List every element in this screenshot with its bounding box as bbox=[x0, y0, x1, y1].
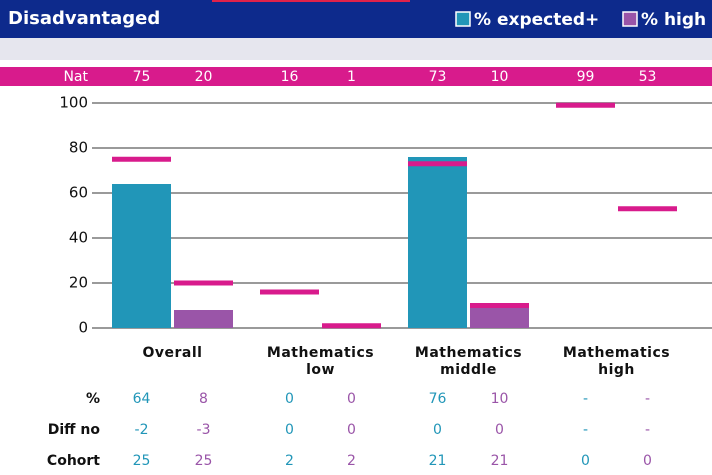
table-value: 2 bbox=[285, 453, 294, 469]
nat-value: 10 bbox=[491, 69, 509, 85]
y-tick-label: 60 bbox=[69, 184, 88, 202]
national-marker bbox=[408, 161, 467, 167]
legend-swatch bbox=[622, 11, 638, 27]
chart-title: Disadvantaged bbox=[8, 8, 160, 29]
table-value: 25 bbox=[133, 453, 151, 469]
table-value: 21 bbox=[491, 453, 509, 469]
x-tick-label: Mathematics middle bbox=[414, 345, 523, 378]
table-value: 10 bbox=[491, 391, 509, 407]
national-marker bbox=[174, 280, 233, 286]
table-value: 25 bbox=[195, 453, 213, 469]
nat-value: 16 bbox=[281, 69, 299, 85]
table-value: 64 bbox=[133, 391, 151, 407]
bar bbox=[470, 305, 529, 328]
table-value: - bbox=[645, 391, 650, 407]
y-tick-label: 40 bbox=[69, 229, 88, 247]
nat-value: 20 bbox=[195, 69, 213, 85]
table-value: - bbox=[583, 422, 588, 438]
y-tick-label: 100 bbox=[59, 94, 88, 112]
national-marker bbox=[618, 206, 677, 212]
table-row-label: Cohort bbox=[47, 453, 100, 469]
bar bbox=[112, 184, 171, 328]
table-value: 0 bbox=[285, 422, 294, 438]
y-tick-label: 20 bbox=[69, 274, 88, 292]
table-value: 0 bbox=[433, 422, 442, 438]
national-marker bbox=[470, 303, 529, 308]
table-row-label: % bbox=[86, 391, 100, 407]
national-marker bbox=[260, 289, 319, 295]
header-accent bbox=[212, 0, 410, 2]
nat-value: 53 bbox=[639, 69, 657, 85]
bar bbox=[174, 310, 233, 328]
table-value: -3 bbox=[197, 422, 211, 438]
national-marker bbox=[322, 323, 381, 329]
nat-label: Nat bbox=[63, 69, 88, 85]
nat-value: 1 bbox=[347, 69, 356, 85]
nat-value: 99 bbox=[577, 69, 595, 85]
table-value: 0 bbox=[347, 422, 356, 438]
x-tick-label: Mathematics low bbox=[266, 345, 375, 378]
nat-band bbox=[0, 67, 712, 86]
table-value: -2 bbox=[135, 422, 149, 438]
nat-value: 75 bbox=[133, 69, 151, 85]
national-marker bbox=[112, 156, 171, 162]
table-value: 0 bbox=[347, 391, 356, 407]
header-bar bbox=[0, 0, 712, 38]
legend-label: % expected+ bbox=[474, 10, 599, 30]
table-value: 0 bbox=[643, 453, 652, 469]
table-value: 0 bbox=[285, 391, 294, 407]
national-marker bbox=[556, 102, 615, 108]
nat-value: 73 bbox=[429, 69, 447, 85]
table-value: 21 bbox=[429, 453, 447, 469]
table-value: 76 bbox=[429, 391, 447, 407]
table-value: 8 bbox=[199, 391, 208, 407]
table-value: 0 bbox=[495, 422, 504, 438]
y-tick-label: 0 bbox=[78, 319, 88, 337]
table-value: - bbox=[645, 422, 650, 438]
x-tick-label: Overall bbox=[142, 345, 203, 361]
bar bbox=[408, 157, 467, 328]
y-tick-label: 80 bbox=[69, 139, 88, 157]
table-value: 2 bbox=[347, 453, 356, 469]
table-row-label: Diff no bbox=[48, 422, 101, 438]
header-strip bbox=[0, 38, 712, 60]
table-value: - bbox=[583, 391, 588, 407]
legend-swatch bbox=[455, 11, 471, 27]
table-value: 0 bbox=[581, 453, 590, 469]
legend-label: % high bbox=[641, 10, 706, 30]
x-tick-label: Mathematics high bbox=[562, 345, 671, 378]
